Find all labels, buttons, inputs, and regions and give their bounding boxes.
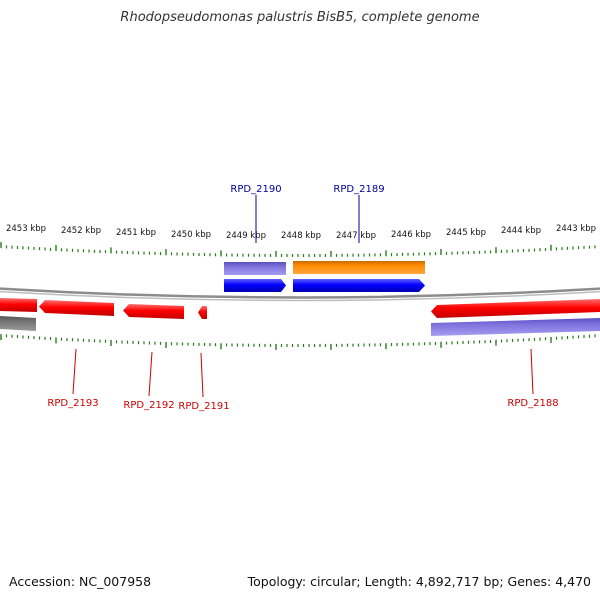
gene-label-rpd-2190[interactable]: RPD_2190 xyxy=(230,184,281,195)
map-title: Rhodopseudomonas palustris BisB5, comple… xyxy=(120,10,480,25)
accession-text: Accession: NC_007958 xyxy=(9,574,152,589)
scale-label: 2447 kbp xyxy=(336,231,376,241)
cds-feature-rpd-2190[interactable] xyxy=(224,279,286,292)
scale-label: 2453 kbp xyxy=(6,224,46,234)
scale-label: 2448 kbp xyxy=(281,231,321,241)
gene-label-rpd-2189[interactable]: RPD_2189 xyxy=(333,184,384,195)
leader-line-rpd-2192 xyxy=(148,351,153,397)
scale-label: 2451 kbp xyxy=(116,228,156,238)
scale-ticks-bottom xyxy=(0,334,596,350)
gene-label-rpd-2188[interactable]: RPD_2188 xyxy=(507,398,558,409)
rna-feature-rpd-2188[interactable] xyxy=(431,318,600,336)
gene-label-rpd-2192[interactable]: RPD_2192 xyxy=(123,400,174,411)
scale-label: 2449 kbp xyxy=(226,231,266,241)
scale-label: 2452 kbp xyxy=(61,226,101,236)
cds-feature-rpd-2193[interactable] xyxy=(39,300,114,316)
cds-feature-rpd-2188[interactable] xyxy=(431,299,600,318)
leader-line-rpd-2188 xyxy=(530,348,534,395)
gene-label-rpd-2193[interactable]: RPD_2193 xyxy=(47,398,98,409)
cds-feature-rpd-2189-orange[interactable] xyxy=(293,261,425,274)
leader-line-rpd-2193 xyxy=(72,348,77,395)
scale-ticks-top xyxy=(0,242,596,257)
cds-feature-rpd-2191[interactable] xyxy=(198,306,207,319)
scale-label: 2450 kbp xyxy=(171,230,211,240)
scale-labels: 2453 kbp 2452 kbp 2451 kbp 2450 kbp 2449… xyxy=(6,224,596,241)
cds-feature-rpd-2189[interactable] xyxy=(293,279,425,292)
gene-label-rpd-2191[interactable]: RPD_2191 xyxy=(178,401,229,412)
cds-feature-rpd-2192[interactable] xyxy=(123,304,184,319)
cds-feature-rpd-2193-left-end[interactable] xyxy=(0,298,37,312)
backbone-inner xyxy=(0,290,600,302)
scale-label: 2443 kbp xyxy=(556,224,596,234)
scale-label: 2444 kbp xyxy=(501,226,541,236)
rna-feature-rpd-2190[interactable] xyxy=(224,262,286,275)
scale-label: 2446 kbp xyxy=(391,230,431,240)
gray-feature-left[interactable] xyxy=(0,316,36,331)
leader-line-rpd-2191 xyxy=(200,352,204,398)
backbone-outer xyxy=(0,287,600,299)
topology-summary-text: Topology: circular; Length: 4,892,717 bp… xyxy=(247,574,591,589)
scale-label: 2445 kbp xyxy=(446,228,486,238)
